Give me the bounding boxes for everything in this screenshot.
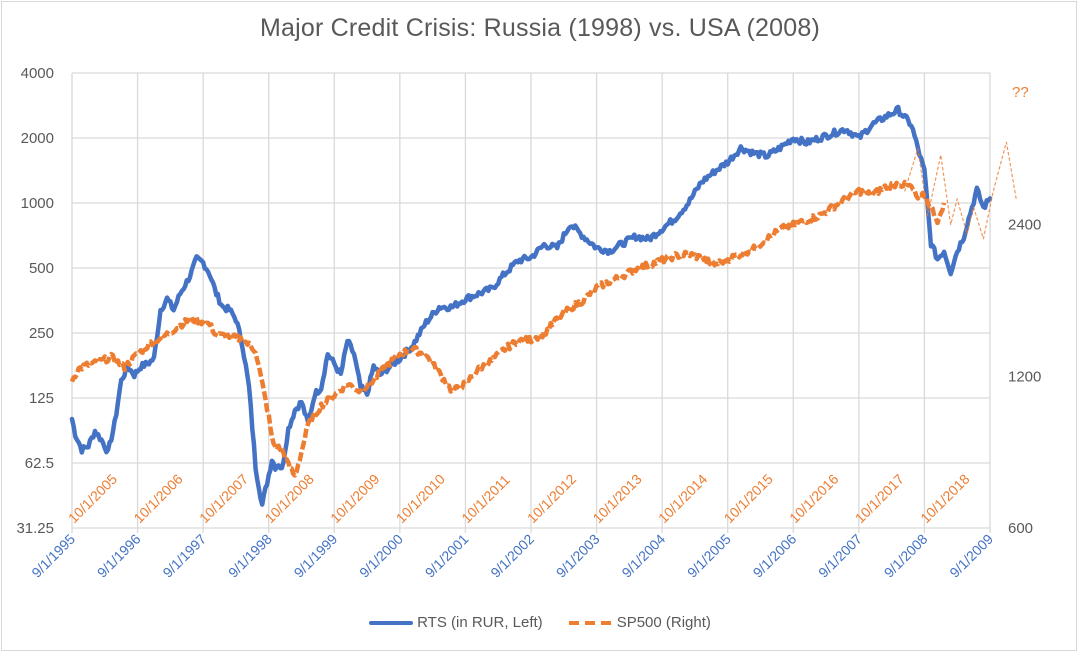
x-bottom-tick-label: 9/1/2002	[487, 531, 537, 581]
x-top-tick-label: 10/1/2014	[655, 471, 711, 527]
x-bottom-tick-label: 9/1/2000	[356, 531, 406, 581]
legend-swatch-sp500	[568, 620, 613, 625]
series-line-rts	[69, 104, 993, 507]
left-tick-label: 4000	[21, 65, 54, 82]
right-tick-label: 2400	[1008, 217, 1041, 234]
left-tick-label: 62.5	[25, 455, 54, 472]
left-tick-label: 250	[29, 325, 54, 342]
right-tick-label: 600	[1008, 520, 1033, 537]
x-top-tick-label: 10/1/2005	[65, 471, 121, 527]
left-tick-label: 500	[29, 260, 54, 277]
chart-title: Major Credit Crisis: Russia (1998) vs. U…	[260, 14, 820, 42]
legend-item-rts: RTS (in RUR, Left)	[369, 614, 543, 631]
x-top-tick-label: 10/1/2007	[196, 471, 252, 527]
x-bottom-tick-label: 9/1/2004	[618, 531, 668, 581]
x-top-tick-label: 10/1/2016	[786, 471, 842, 527]
x-top-tick-label: 10/1/2011	[458, 471, 513, 526]
legend: RTS (in RUR, Left) SP500 (Right)	[0, 614, 1080, 631]
x-bottom-tick-label: 9/1/2003	[553, 531, 603, 581]
right-axis: 2400 1200 600	[1008, 217, 1041, 537]
legend-item-sp500: SP500 (Right)	[568, 614, 711, 631]
legend-label-rts: RTS (in RUR, Left)	[417, 614, 543, 631]
x-axis-bottom: 9/1/1995 9/1/1996 9/1/1997 9/1/1998 9/1/1999…	[28, 531, 996, 581]
x-bottom-tick-label: 9/1/1998	[225, 531, 275, 581]
left-tick-label: 31.25	[16, 520, 54, 537]
x-top-tick-label: 10/1/2010	[393, 471, 449, 527]
right-tick-label: 1200	[1008, 368, 1041, 385]
x-top-tick-label: 10/1/2006	[130, 471, 186, 527]
x-bottom-tick-label: 9/1/2007	[815, 531, 865, 581]
x-top-tick-label: 10/1/2017	[852, 471, 908, 527]
x-bottom-tick-label: 9/1/1996	[94, 531, 144, 581]
left-tick-label: 125	[29, 390, 54, 407]
x-bottom-tick-label: 9/1/2008	[881, 531, 931, 581]
x-bottom-tick-label: 9/1/1999	[291, 531, 341, 581]
x-bottom-tick-label: 9/1/2005	[684, 531, 734, 581]
left-axis: 4000 2000 1000 500 250 125 62.5 31.25	[16, 65, 54, 537]
series-line-sp500	[69, 179, 947, 478]
x-top-tick-label: 10/1/2013	[589, 471, 645, 527]
legend-swatch-rts	[369, 620, 414, 625]
legend-label-sp500: SP500 (Right)	[616, 614, 711, 631]
x-bottom-tick-label: 9/1/2006	[750, 531, 800, 581]
x-top-tick-label: 10/1/2015	[721, 471, 777, 527]
x-bottom-tick-label: 9/1/2009	[946, 531, 996, 581]
x-top-tick-label: 10/1/2012	[524, 471, 580, 527]
x-top-tick-label: 10/1/2018	[917, 471, 973, 527]
question-annotation: ??	[1012, 84, 1029, 101]
x-axis-top: 10/1/2005 10/1/2006 10/1/2007 10/1/2008 10/1…	[65, 471, 973, 527]
series-lines	[69, 104, 1017, 507]
left-tick-label: 1000	[21, 195, 54, 212]
grid	[71, 72, 991, 533]
x-bottom-tick-label: 9/1/2001	[422, 531, 472, 581]
series-line-sp500-projection	[904, 141, 1017, 240]
x-top-tick-label: 10/1/2009	[327, 471, 383, 527]
x-bottom-tick-label: 9/1/1997	[159, 531, 209, 581]
left-tick-label: 2000	[21, 130, 54, 147]
x-bottom-tick-label: 9/1/1995	[28, 531, 78, 581]
